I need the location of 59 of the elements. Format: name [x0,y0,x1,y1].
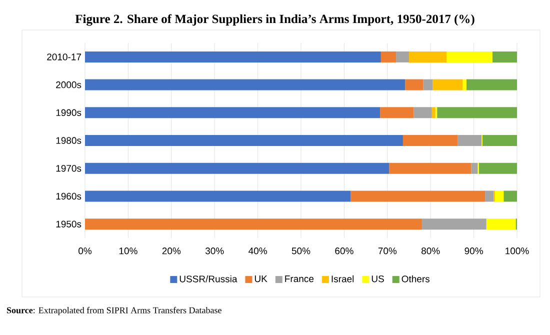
bar [396,51,410,62]
bar [437,107,518,118]
x-tick-label: 80% [422,248,440,254]
bar [85,218,422,230]
bar [409,51,447,62]
x-tick-label: 70% [378,248,397,254]
bar [485,190,494,202]
bar [85,51,381,62]
y-tick-label: 1990s [56,109,82,116]
x-tick-label: 50% [292,248,310,254]
legend-label: Others [402,275,430,282]
x-tick-label: 20% [162,248,181,254]
legend-label: UK [254,276,268,282]
bar [414,107,432,118]
chart-title: Figure 2. Share of Major Suppliers in India’s Arms Import, 1950-2017 (%) [75,14,474,26]
bar [466,79,518,90]
bar [462,79,466,90]
bar [482,135,518,146]
bar [85,107,380,118]
bar [478,162,518,174]
bar [494,190,504,202]
bar [446,51,492,62]
bar [486,218,516,230]
y-tick-label: 1960s [56,192,82,200]
y-tick-label: 2010-17 [47,54,82,60]
x-tick-label: 10% [119,248,138,254]
legend-label: France [285,276,314,282]
bar [85,79,406,90]
bar [85,162,390,174]
text: Source: Extrapolated from SIPRI Arms Transfers Database [7,306,222,316]
legend-label: Israel [332,275,354,282]
bar [85,190,351,202]
bar [471,162,478,174]
x-tick-label: 90% [464,248,483,254]
x-tick-label: 40% [248,248,267,254]
bar [422,218,486,230]
bar [432,107,436,118]
bar [458,135,482,146]
y-tick-label: 1950s [56,220,82,228]
legend-label: USSR/Russia [180,275,238,282]
bar [389,162,472,174]
x-tick-label: 60% [335,248,354,254]
bar [380,107,414,118]
y-tick-label: 1980s [56,137,82,144]
bar [432,79,463,90]
y-tick-label: 1970s [56,164,82,172]
bar [492,51,518,62]
x-tick-label: 0% [78,248,92,254]
bar [380,51,396,62]
bar [402,135,458,146]
bar [504,190,518,202]
x-tick-label: 30% [205,248,224,254]
bar [405,79,424,90]
legend-label: US [372,275,384,282]
bar [423,79,433,90]
bar [85,135,403,146]
y-tick-label: 2000s [56,81,82,88]
x-tick-label: 100% [506,248,529,254]
bar [350,190,486,202]
